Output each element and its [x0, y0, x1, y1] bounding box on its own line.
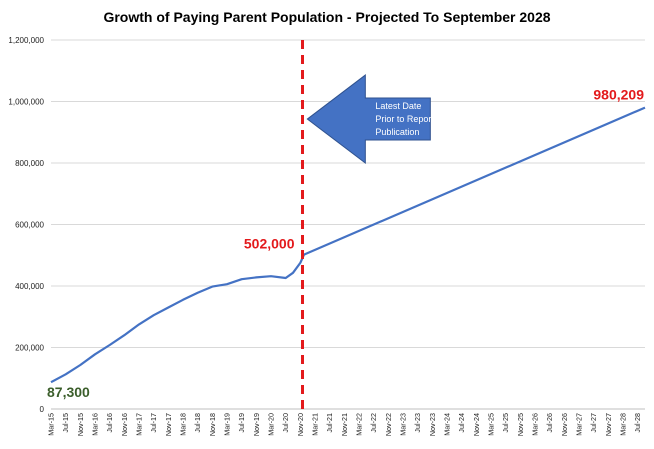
x-tick-label: Mar-20 — [267, 413, 276, 436]
x-tick-label: Jul-23 — [413, 413, 422, 433]
x-tick-label: Jul-22 — [369, 413, 378, 433]
x-tick-label: Jul-26 — [545, 413, 554, 433]
y-tick-label: 0 — [40, 405, 45, 414]
x-tick-label: Nov-23 — [428, 413, 437, 436]
callout-text-line: Publication — [375, 127, 419, 137]
x-tick-label: Nov-21 — [340, 413, 349, 436]
x-tick-label: Mar-25 — [487, 413, 496, 436]
x-tick-label: Nov-26 — [560, 413, 569, 436]
x-tick-label: Mar-26 — [531, 413, 540, 436]
y-tick-label: 1,000,000 — [8, 98, 44, 107]
y-tick-label: 600,000 — [15, 221, 44, 230]
x-tick-label: Mar-16 — [91, 413, 100, 436]
x-tick-label: Jul-28 — [633, 413, 642, 433]
callout-text-line: Latest Date — [375, 101, 421, 111]
y-axis: 0 200,000 400,000 600,000 800,000 1,000,000 1,… — [8, 36, 44, 414]
x-tick-label: Mar-23 — [399, 413, 408, 436]
x-tick-label: Jul-25 — [501, 413, 510, 433]
x-tick-label: Jul-16 — [105, 413, 114, 433]
x-tick-label: Jul-20 — [281, 413, 290, 433]
x-tick-label: Jul-19 — [237, 413, 246, 433]
x-tick-label: Mar-18 — [179, 413, 188, 436]
x-tick-label: Nov-20 — [296, 413, 305, 436]
x-tick-label: Mar-28 — [619, 413, 628, 436]
data-label: 502,000 — [244, 236, 295, 252]
y-tick-label: 200,000 — [15, 344, 44, 353]
x-tick-label: Mar-24 — [443, 413, 452, 436]
x-axis: Mar-15 Jul-15 Nov-15 Mar-16 Jul-16 Nov-16 Mar-… — [47, 413, 643, 436]
y-tick-label: 800,000 — [15, 159, 44, 168]
callout-text-line: Prior to Report — [375, 114, 434, 124]
callout-arrow: Latest Date Prior to Report Publication — [306, 74, 434, 165]
x-tick-label: Jul-24 — [457, 413, 466, 433]
x-tick-label: Jul-27 — [589, 413, 598, 433]
x-tick-label: Jul-17 — [149, 413, 158, 433]
series-line — [50, 106, 646, 384]
x-tick-label: Jul-18 — [193, 413, 202, 433]
x-tick-label: Jul-21 — [325, 413, 334, 433]
chart-title: Growth of Paying Parent Population - Pro… — [103, 9, 550, 25]
x-tick-label: Nov-17 — [164, 413, 173, 436]
data-label: 87,300 — [47, 384, 90, 400]
x-tick-label: Mar-21 — [311, 413, 320, 436]
x-tick-label: Nov-15 — [76, 413, 85, 436]
y-tick-label: 400,000 — [15, 282, 44, 291]
x-tick-label: Nov-24 — [472, 413, 481, 436]
x-tick-label: Nov-18 — [208, 413, 217, 436]
x-tick-label: Nov-25 — [516, 413, 525, 436]
x-tick-label: Nov-16 — [120, 413, 129, 436]
x-tick-label: Mar-17 — [135, 413, 144, 436]
x-tick-label: Mar-27 — [575, 413, 584, 436]
grid — [51, 39, 645, 348]
x-tick-label: Nov-19 — [252, 413, 261, 436]
x-tick-label: Jul-15 — [61, 413, 70, 433]
x-tick-label: Mar-15 — [47, 413, 56, 436]
annotations: 87,300 502,000 980,209 — [47, 87, 644, 401]
series-lines — [50, 106, 646, 384]
y-tick-label: 1,200,000 — [8, 36, 44, 45]
callout-arrow-shape — [306, 74, 431, 165]
x-tick-label: Mar-19 — [223, 413, 232, 436]
data-label: 980,209 — [593, 87, 644, 103]
x-tick-label: Nov-27 — [604, 413, 613, 436]
x-tick-label: Mar-22 — [355, 413, 364, 436]
x-tick-label: Nov-22 — [384, 413, 393, 436]
